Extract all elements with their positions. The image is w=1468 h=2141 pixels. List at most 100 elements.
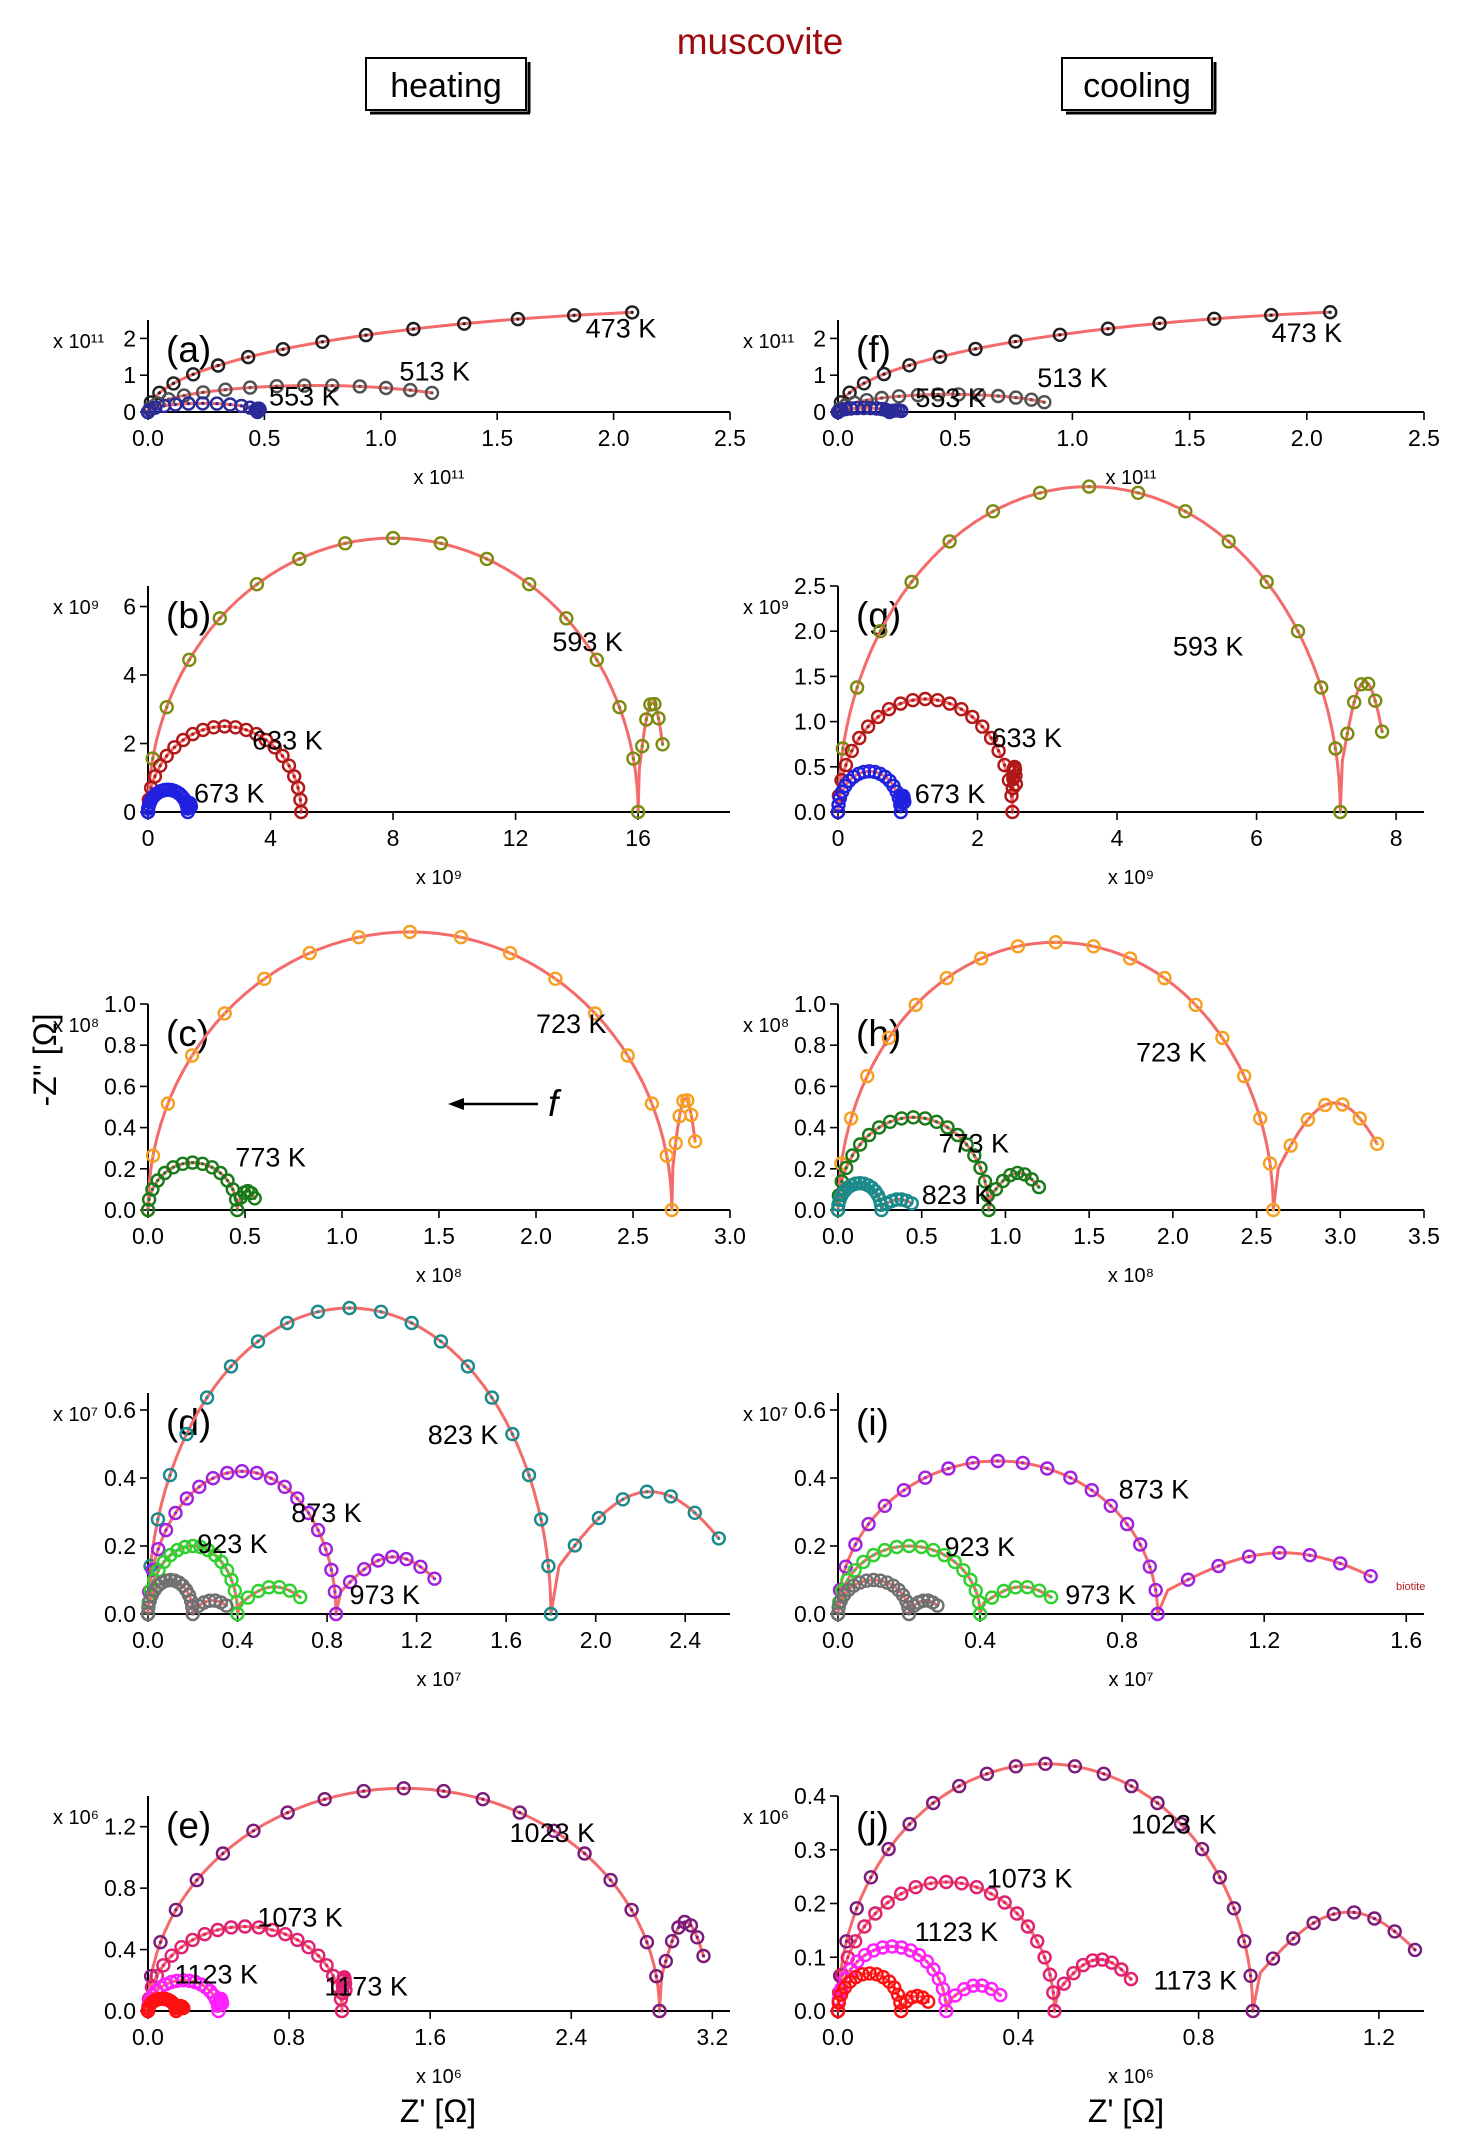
data-point-center [411, 327, 415, 331]
data-point [168, 1902, 184, 1918]
y-tick-label: 0.4 [794, 1115, 826, 1141]
data-point [385, 1549, 400, 1565]
data-point-center [1013, 774, 1018, 778]
data-point [325, 378, 340, 393]
data-point-center [850, 749, 854, 753]
data-point [179, 1491, 195, 1506]
data-point [1326, 1906, 1342, 1922]
data-point-center [845, 1578, 850, 1582]
data-point-center [657, 2009, 662, 2013]
data-point-center [925, 1960, 929, 1964]
data-point [278, 1926, 293, 1942]
data-point-center [1138, 1542, 1142, 1547]
data-point-center [717, 1536, 721, 1540]
data-point-center [1073, 1764, 1077, 1768]
data-point-center [330, 384, 334, 388]
data-point-center [298, 798, 302, 802]
data-point [1352, 1111, 1368, 1126]
data-point-center [253, 1196, 257, 1200]
data-point-center [277, 1585, 281, 1589]
x-multiplier: x 10¹¹ [1105, 467, 1156, 489]
data-point-center [936, 392, 940, 396]
data-point-center [299, 810, 303, 814]
temperature-label: 823 K [428, 1420, 499, 1450]
data-point-center [1268, 1161, 1272, 1166]
data-point [969, 1879, 984, 1895]
data-point [240, 1590, 256, 1605]
data-point-center [946, 1466, 951, 1471]
data-point-center [841, 746, 845, 751]
data-point [310, 1522, 326, 1538]
x-tick-label: 3.5 [1408, 1223, 1440, 1249]
data-point [541, 1558, 556, 1574]
y-tick-label: 0.3 [794, 1837, 826, 1863]
y-multiplier: x 10¹¹ [743, 331, 794, 353]
data-point [975, 1978, 990, 1993]
data-point [1328, 741, 1343, 756]
data-point-center [546, 1564, 551, 1568]
data-point-center [255, 582, 259, 586]
y-tick-label: 1 [813, 362, 826, 388]
data-point [975, 719, 990, 734]
data-point-center [1100, 1958, 1104, 1962]
data-point-center [1393, 1929, 1397, 1933]
data-point-center [1289, 1144, 1293, 1148]
data-point [620, 1048, 635, 1063]
data-point-center [945, 1125, 950, 1129]
data-point-center [972, 1153, 976, 1158]
data-point [939, 970, 954, 986]
data-point [635, 738, 650, 754]
data-point [1367, 693, 1383, 708]
data-point-center [1352, 700, 1356, 704]
data-point [973, 1160, 988, 1176]
temperature-label: 1023 K [1131, 1810, 1217, 1840]
data-point-center [362, 1567, 366, 1571]
data-point [1029, 1934, 1045, 1949]
data-point [942, 534, 957, 549]
data-point-center [316, 1310, 320, 1314]
x-tick-label: 2.5 [1408, 425, 1440, 451]
data-point [951, 387, 966, 402]
y-tick-label: 1 [123, 362, 136, 388]
temperature-label: 633 K [991, 723, 1062, 753]
data-point-center [1232, 1906, 1236, 1910]
temperature-label: 1173 K [1154, 1966, 1238, 1996]
data-point [871, 1120, 887, 1135]
data-point [1047, 2003, 1062, 2019]
data-point-center [324, 1547, 328, 1551]
data-point [988, 1181, 1004, 1197]
data-point [237, 1919, 253, 1934]
data-point [1031, 1179, 1047, 1195]
x-tick-label: 1.0 [365, 425, 397, 451]
data-point [215, 1846, 231, 1861]
data-point-center [853, 1568, 857, 1572]
data-point-center [527, 582, 531, 586]
data-point [952, 1778, 967, 1794]
data-point [177, 1539, 193, 1555]
data-point-center [1194, 1003, 1198, 1007]
data-point-center [1328, 310, 1332, 314]
y-tick-label: 0.0 [794, 1998, 826, 2024]
data-point [213, 1165, 228, 1181]
data-point-center [957, 1784, 961, 1788]
data-point-center [973, 347, 978, 351]
data-point-center [881, 1945, 885, 1950]
data-point [160, 1096, 176, 1111]
data-point-center [907, 1612, 911, 1616]
data-point-center [1162, 976, 1167, 980]
data-point [908, 997, 923, 1013]
frequency-arrow: f [448, 1083, 562, 1124]
data-point-center [935, 1120, 939, 1124]
data-point [1122, 951, 1138, 966]
data-point-center [865, 1074, 869, 1078]
x-tick-label: 3.0 [714, 1223, 746, 1249]
data-point [897, 794, 912, 810]
data-point [1114, 1962, 1129, 1977]
x-tick-label: 2.0 [580, 1627, 612, 1653]
data-point [1024, 392, 1039, 407]
data-point-center [1345, 732, 1349, 736]
data-point [319, 1958, 334, 1973]
data-point [1124, 1778, 1139, 1794]
y-tick-label: 0.8 [104, 1032, 136, 1058]
data-point-center [466, 1364, 470, 1368]
